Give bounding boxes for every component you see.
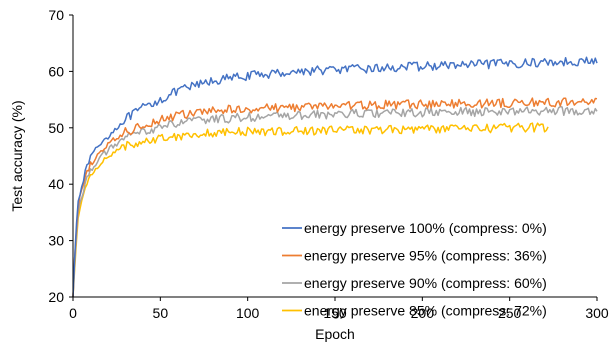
series-line-3 xyxy=(72,105,598,298)
x-tick-label: 50 xyxy=(153,305,169,321)
x-tick-label: 100 xyxy=(236,305,260,321)
x-tick-label: 250 xyxy=(498,305,522,321)
legend-label: energy preserve 95% (compress: 36%) xyxy=(304,248,547,264)
y-tick-label: 70 xyxy=(48,7,64,23)
plot-area xyxy=(72,56,598,298)
y-tick-label: 20 xyxy=(48,289,64,305)
x-tick-label: 200 xyxy=(411,305,435,321)
legend-label: energy preserve 90% (compress: 60%) xyxy=(304,275,547,291)
x-tick-label: 0 xyxy=(69,305,77,321)
legend-label: energy preserve 85% (compress: 72%) xyxy=(304,303,547,319)
y-tick-label: 50 xyxy=(48,120,64,136)
y-tick-label: 30 xyxy=(48,233,64,249)
x-tick-label: 150 xyxy=(323,305,347,321)
y-axis: 20 30 40 50 60 70 xyxy=(48,7,74,305)
series-line-2 xyxy=(72,97,598,298)
legend: energy preserve 100% (compress: 0%) energ… xyxy=(282,220,547,319)
y-tick-label: 40 xyxy=(48,176,64,192)
x-tick-label: 300 xyxy=(585,305,609,321)
x-axis-title: Epoch xyxy=(315,326,355,342)
x-axis: 0 50 100 150 200 250 300 xyxy=(69,296,609,321)
y-tick-label: 60 xyxy=(48,63,64,79)
y-axis-title: Test accuracy (%) xyxy=(9,100,25,211)
series-line-1 xyxy=(72,56,598,298)
legend-label: energy preserve 100% (compress: 0%) xyxy=(304,220,547,236)
series-line-4 xyxy=(72,122,549,298)
